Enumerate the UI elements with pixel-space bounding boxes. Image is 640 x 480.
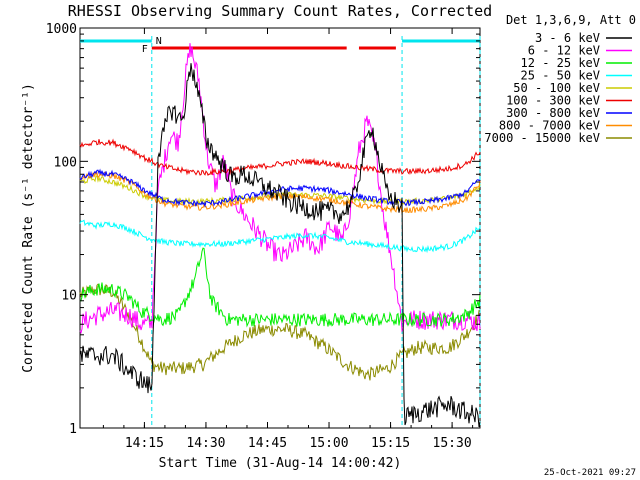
night-flag-label: N <box>156 36 162 47</box>
series-line-0 <box>79 63 481 427</box>
flag-layer: NF <box>80 36 481 428</box>
x-tick-label-2: 14:45 <box>248 436 287 451</box>
x-tick-label-4: 15:15 <box>371 436 410 451</box>
x-tick-label-1: 14:30 <box>186 436 225 451</box>
y-tick-label-0: 1 <box>69 422 77 437</box>
series-line-5 <box>79 138 481 176</box>
x-tick-label-5: 15:30 <box>433 436 472 451</box>
x-tick-label-0: 14:15 <box>125 436 164 451</box>
series-layer <box>79 43 481 427</box>
series-line-3 <box>79 219 481 254</box>
flare-flag-label: F <box>142 44 148 55</box>
series-line-2 <box>79 247 481 328</box>
legend-title: Det 1,3,6,9, Att 0 <box>506 13 636 27</box>
legend-label-2: 12 - 25 keV <box>521 56 600 70</box>
series-line-6 <box>79 168 481 208</box>
legend-label-6: 300 - 800 keV <box>506 106 600 120</box>
legend-label-0: 3 - 6 keV <box>535 31 600 45</box>
axis-layer: 14:15 14:30 14:45 15:00 15:15 15:30 1 10 100 1000 <box>46 22 480 451</box>
y-tick-label-1: 10 <box>61 289 77 304</box>
x-tick-label-3: 15:00 <box>309 436 348 451</box>
chart-title: RHESSI Observing Summary Count Rates, Co… <box>68 2 492 20</box>
legend-label-3: 25 - 50 keV <box>521 69 600 83</box>
legend-label-8: 7000 - 15000 keV <box>484 131 600 145</box>
legend-label-5: 100 - 300 keV <box>506 94 600 108</box>
legend-label-7: 800 - 7000 keV <box>499 119 600 133</box>
footer-timestamp: 25-Oct-2021 09:27 <box>544 468 636 478</box>
x-axis-label: Start Time (31-Aug-14 14:00:42) <box>159 456 402 471</box>
y-tick-label-3: 1000 <box>46 22 77 37</box>
y-axis-label: Corrected Count Rate (s⁻¹ detector⁻¹) <box>21 83 36 373</box>
series-line-8 <box>79 283 481 381</box>
y-tick-label-2: 100 <box>54 155 77 170</box>
legend-label-1: 6 - 12 keV <box>528 44 600 58</box>
series-line-7 <box>79 171 481 215</box>
legend-label-4: 50 - 100 keV <box>513 81 600 95</box>
series-line-1 <box>79 43 481 335</box>
